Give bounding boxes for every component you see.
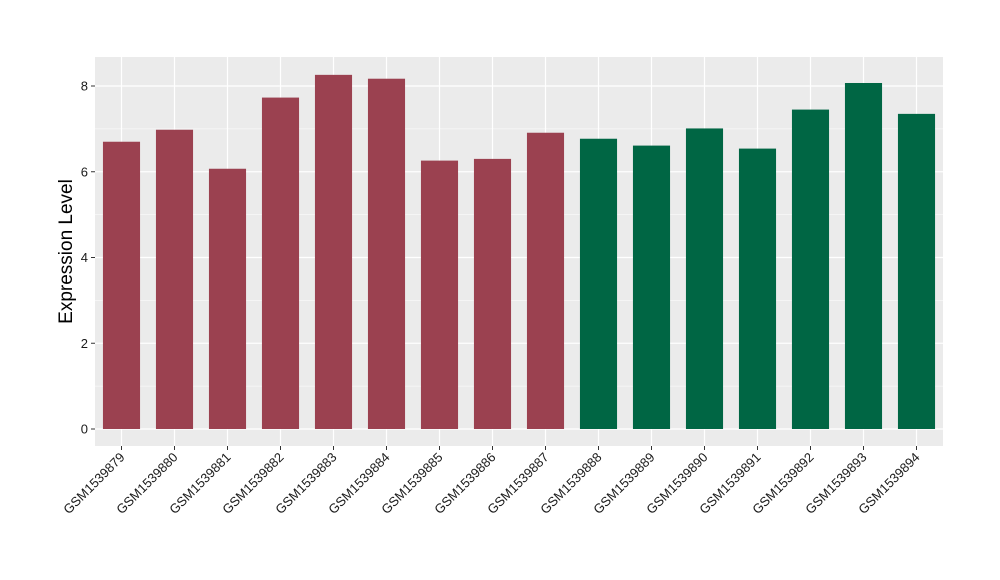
y-tick-label: 0 [81, 422, 88, 437]
bar-GSM1539889 [632, 145, 671, 429]
bar-GSM1539886 [473, 158, 512, 429]
bar-GSM1539893 [844, 82, 883, 429]
y-tick-label: 8 [81, 79, 88, 94]
x-axis: GSM1539879GSM1539880GSM1539881GSM1539882… [60, 446, 923, 517]
bar-GSM1539888 [579, 138, 618, 429]
bar-GSM1539884 [367, 78, 406, 430]
bar-GSM1539892 [791, 109, 830, 430]
y-tick-label: 4 [81, 250, 88, 265]
y-axis-title: Expression Level [56, 179, 77, 324]
y-tick-label: 6 [81, 164, 88, 179]
bar-GSM1539882 [261, 97, 300, 430]
bars [102, 74, 936, 430]
bar-GSM1539894 [897, 113, 936, 430]
bar-GSM1539879 [102, 141, 141, 430]
bar-GSM1539881 [208, 168, 247, 429]
bar-GSM1539887 [526, 132, 565, 429]
bar-GSM1539890 [685, 128, 724, 430]
y-axis: 0 2 4 6 8 [81, 79, 95, 437]
bar-GSM1539883 [314, 74, 353, 429]
bar-GSM1539891 [738, 148, 777, 429]
bar-GSM1539885 [420, 160, 459, 430]
y-tick-label: 2 [81, 336, 88, 351]
bar-GSM1539880 [155, 129, 194, 430]
